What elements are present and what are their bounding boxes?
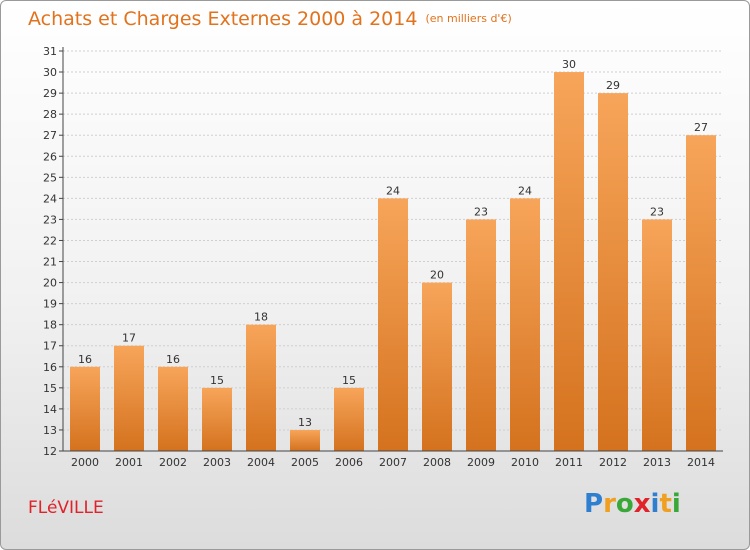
y-tick-label: 18 <box>43 319 57 332</box>
bar <box>334 387 364 451</box>
axes <box>62 47 723 452</box>
y-tick-label: 30 <box>43 66 57 79</box>
data-label: 30 <box>562 58 576 71</box>
bar <box>114 345 144 451</box>
chart-title-text: Achats et Charges Externes 2000 à 2014 <box>28 8 418 30</box>
logo-letter: P <box>584 489 604 519</box>
y-tick-label: 21 <box>43 256 57 269</box>
y-tick-label: 12 <box>43 445 57 458</box>
bar <box>158 366 188 451</box>
y-tick-label: 22 <box>43 234 57 247</box>
bar <box>422 282 452 451</box>
y-tick-label: 26 <box>43 150 57 163</box>
x-tick-label: 2013 <box>643 456 671 469</box>
y-axis-ticks: 12 13 14 15 16 17 18 19 20 21 22 23 24 25 26 27 28 29 30 31 <box>43 45 63 458</box>
data-label: 15 <box>210 374 224 387</box>
y-tick-label: 13 <box>43 424 57 437</box>
logo-letter: r <box>603 489 616 519</box>
data-label: 17 <box>122 332 136 345</box>
data-label: 23 <box>650 205 664 218</box>
x-axis-ticks: 2000 2001 2002 2003 2004 2005 2006 2007 2008 2009… <box>71 456 715 469</box>
x-tick-label: 2005 <box>291 456 319 469</box>
data-label: 27 <box>694 121 708 134</box>
x-tick-label: 2000 <box>71 456 99 469</box>
x-tick-label: 2009 <box>467 456 495 469</box>
x-tick-label: 2012 <box>599 456 627 469</box>
chart-subtitle: (en milliers d'€) <box>425 12 512 25</box>
data-label: 24 <box>386 184 400 197</box>
data-labels: 16 17 16 15 18 13 15 24 20 23 24 30 29 23 27 <box>78 58 708 429</box>
x-tick-label: 2006 <box>335 456 363 469</box>
chart-title: Achats et Charges Externes 2000 à 2014 (e… <box>28 8 512 30</box>
y-tick-label: 16 <box>43 361 57 374</box>
data-label: 23 <box>474 205 488 218</box>
bar <box>70 366 100 451</box>
y-tick-label: 25 <box>43 171 57 184</box>
data-label: 15 <box>342 374 356 387</box>
commune-name: FLéVILLE <box>28 498 104 518</box>
x-tick-label: 2004 <box>247 456 275 469</box>
y-tick-label: 24 <box>43 192 57 205</box>
x-tick-label: 2014 <box>687 456 715 469</box>
x-tick-label: 2003 <box>203 456 231 469</box>
logo-letter: i <box>650 489 660 519</box>
y-tick-label: 19 <box>43 298 57 311</box>
x-tick-label: 2002 <box>159 456 187 469</box>
bar <box>378 198 408 451</box>
data-label: 20 <box>430 269 444 282</box>
x-tick-label: 2007 <box>379 456 407 469</box>
logo-letter: i <box>671 489 681 519</box>
data-label: 18 <box>254 311 268 324</box>
y-tick-label: 23 <box>43 213 57 226</box>
y-tick-label: 31 <box>43 45 57 58</box>
y-tick-label: 15 <box>43 382 57 395</box>
logo-letter: o <box>615 489 634 519</box>
logo-letter: x <box>633 489 651 519</box>
x-tick-label: 2011 <box>555 456 583 469</box>
y-tick-label: 14 <box>43 403 57 416</box>
data-label: 16 <box>166 353 180 366</box>
y-tick-label: 29 <box>43 87 57 100</box>
logo-letter: t <box>659 489 672 519</box>
bar <box>202 387 232 451</box>
bar <box>598 93 628 452</box>
bar <box>290 429 320 451</box>
bar <box>642 219 672 451</box>
x-tick-label: 2010 <box>511 456 539 469</box>
proxiti-logo: Proxiti <box>584 489 681 519</box>
y-tick-label: 20 <box>43 277 57 290</box>
bar <box>554 72 584 451</box>
bar <box>510 198 540 451</box>
data-label: 16 <box>78 353 92 366</box>
data-label: 24 <box>518 184 532 197</box>
bar <box>466 219 496 451</box>
data-label: 13 <box>298 416 312 429</box>
x-tick-label: 2008 <box>423 456 451 469</box>
bar <box>246 324 276 451</box>
y-tick-label: 17 <box>43 340 57 353</box>
x-tick-label: 2001 <box>115 456 143 469</box>
bars <box>70 72 716 452</box>
y-tick-label: 27 <box>43 129 57 142</box>
y-tick-label: 28 <box>43 108 57 121</box>
bar <box>686 135 716 452</box>
data-label: 29 <box>606 79 620 92</box>
